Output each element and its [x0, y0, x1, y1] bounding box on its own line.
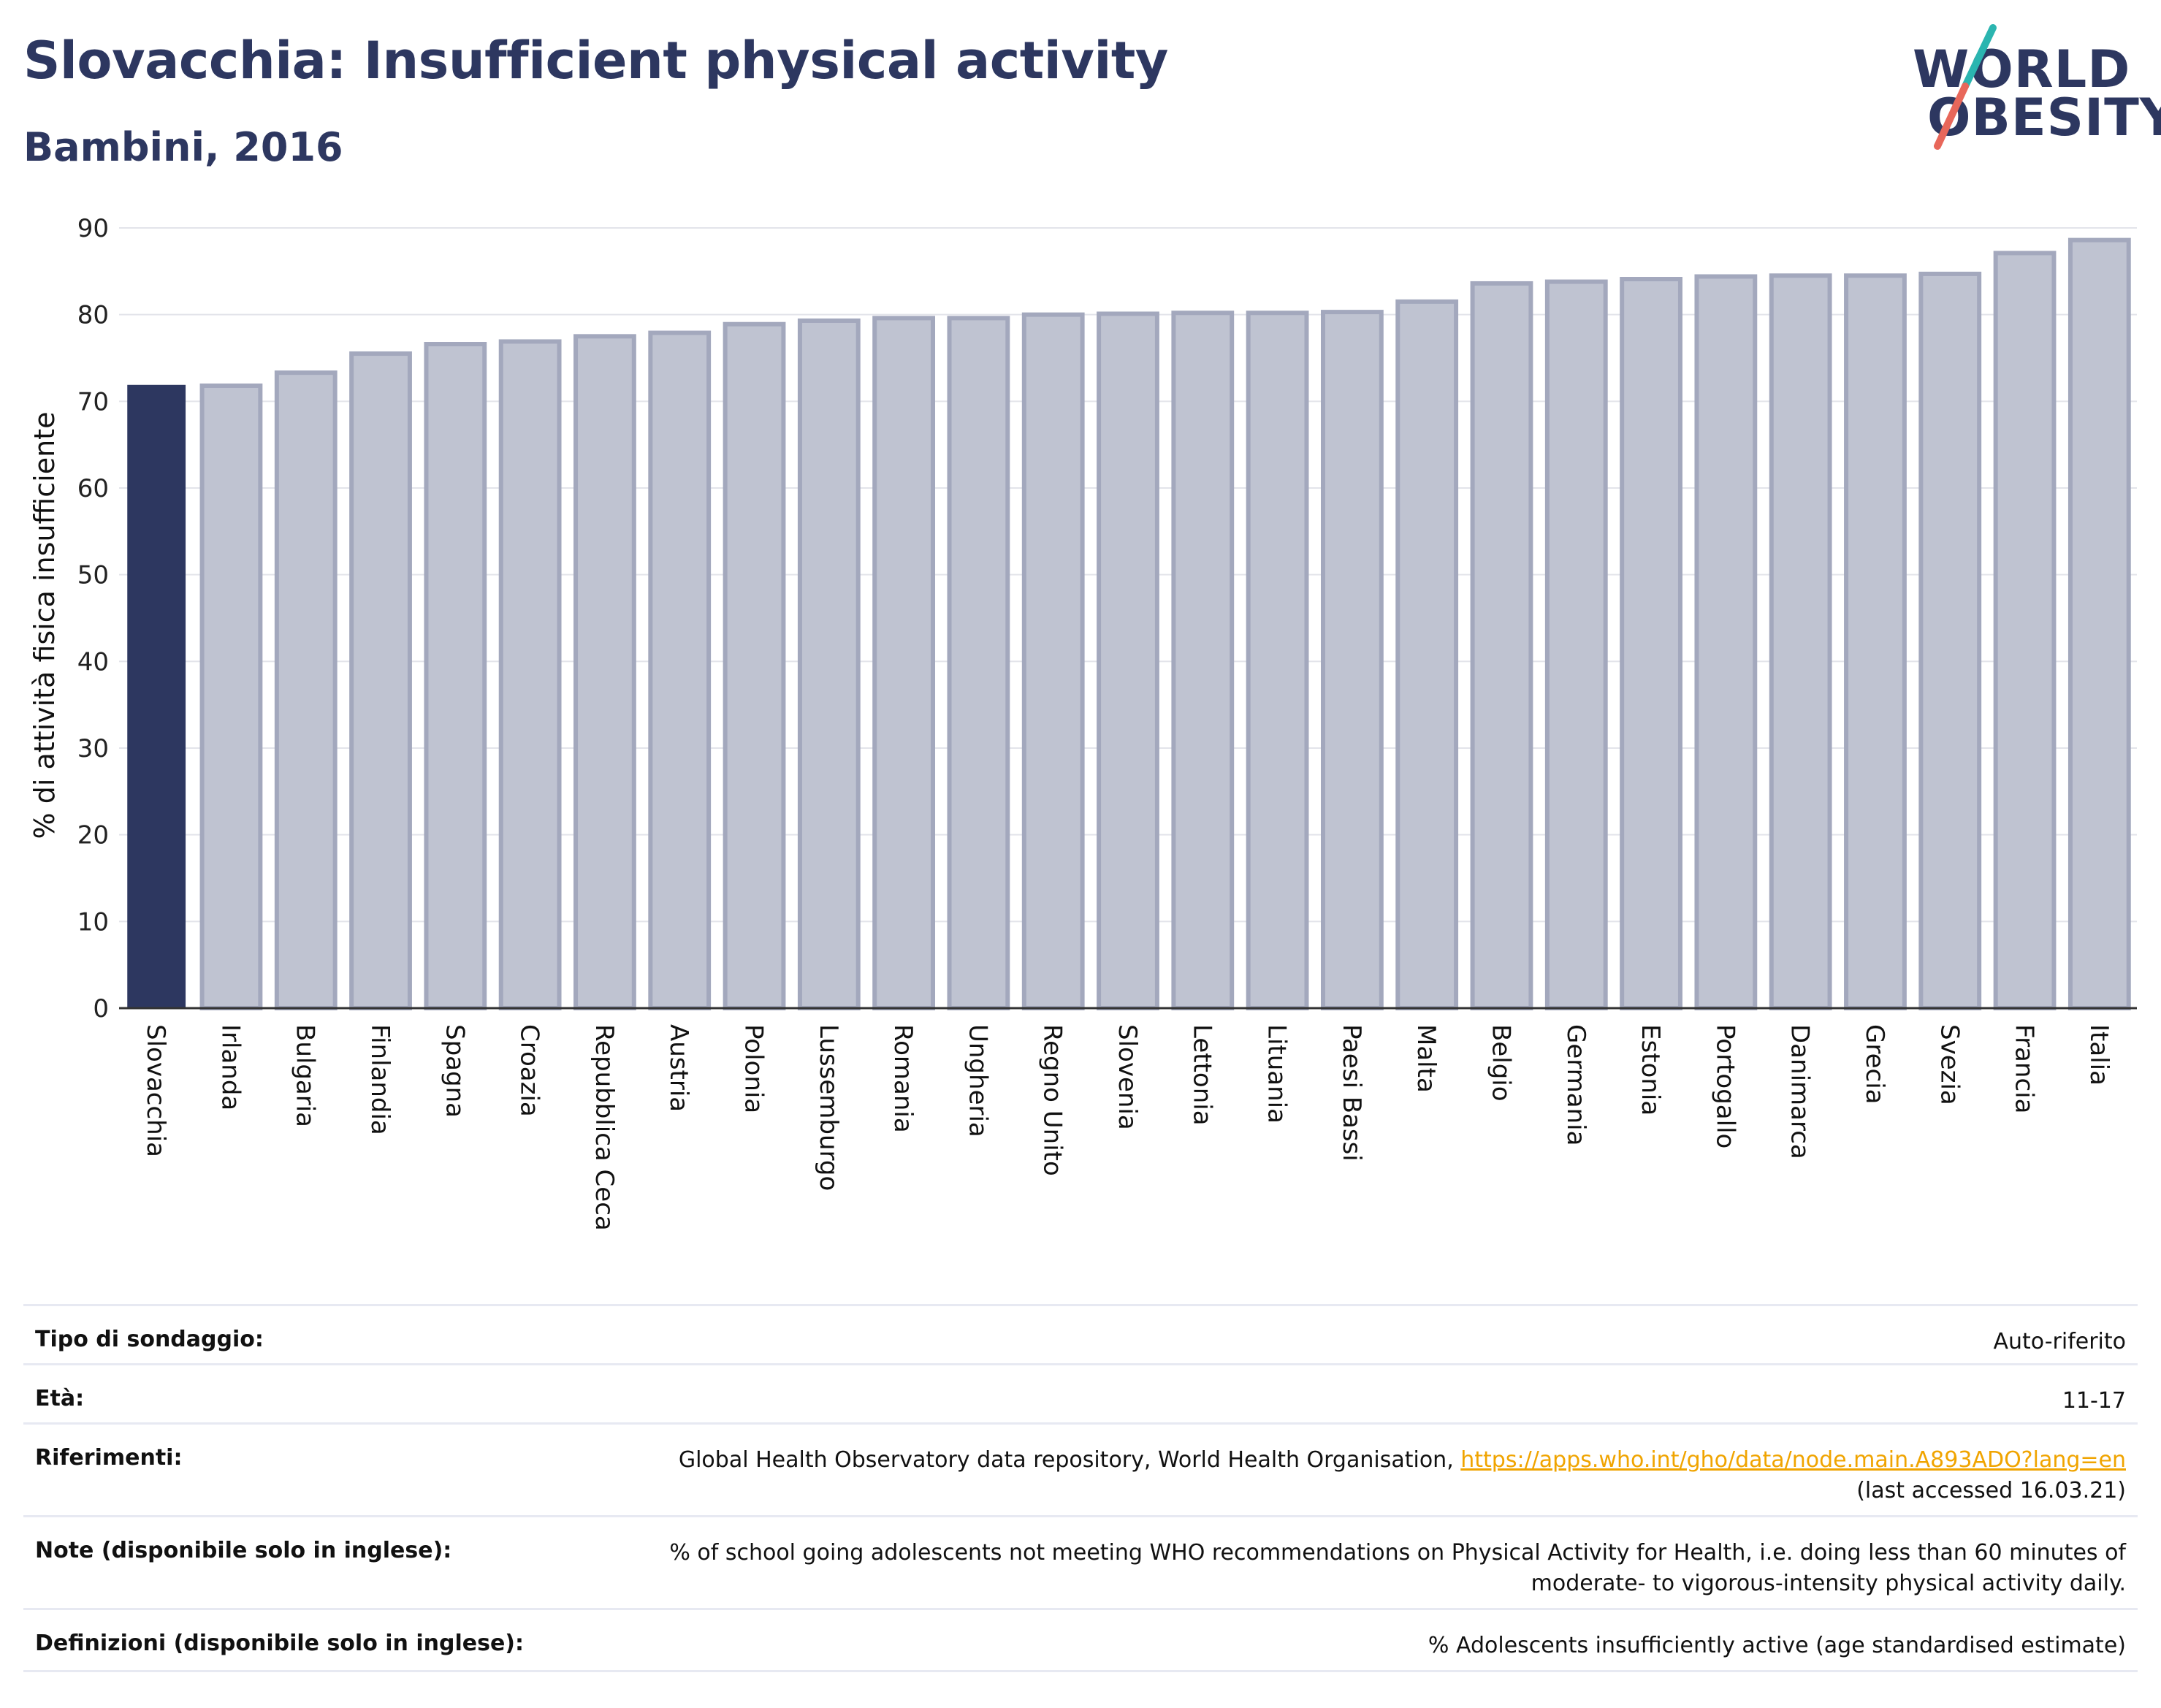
age-value: 11-17	[2062, 1388, 2126, 1414]
x-tick-label: Polonia	[739, 1024, 769, 1113]
y-axis-title: % di attività fisica insufficiente	[28, 412, 61, 839]
info-row-age: Età: 11-17	[23, 1363, 2138, 1422]
references-accessed: (last accessed 16.03.21)	[1856, 1478, 2126, 1503]
info-row-notes: Note (disponibile solo in inglese): % of…	[23, 1515, 2138, 1608]
y-tick-label: 0	[93, 994, 109, 1023]
bar	[1769, 273, 1832, 1011]
y-tick-label: 80	[77, 301, 109, 330]
bar	[2067, 237, 2131, 1011]
y-tick-label: 40	[77, 647, 109, 676]
bar	[1470, 281, 1533, 1011]
bar	[349, 351, 412, 1011]
world-obesity-logo[interactable]: WORLD OBESITY	[1899, 22, 2161, 153]
notes-line-1: % of school going adolescents not meetin…	[669, 1540, 2126, 1566]
y-tick-label: 10	[77, 907, 109, 937]
x-tick-label: Slovacchia	[141, 1024, 170, 1157]
bar	[648, 330, 712, 1010]
x-tick-label: Grecia	[1860, 1024, 1889, 1104]
page-title: Slovacchia: Insufficient physical activi…	[23, 31, 1168, 91]
bar	[1097, 311, 1159, 1011]
bar	[424, 342, 487, 1011]
x-tick-label: Finlandia	[365, 1024, 395, 1135]
x-tick-label: Croazia	[515, 1024, 544, 1117]
y-tick-label: 30	[77, 734, 109, 763]
references-link[interactable]: https://apps.who.int/gho/data/node.main.…	[1460, 1447, 2126, 1473]
x-tick-label: Irlanda	[216, 1024, 245, 1110]
definitions-label: Definizioni (disponibile solo in inglese…	[35, 1631, 524, 1656]
info-row-references: Riferimenti: Global Health Observatory d…	[23, 1422, 2138, 1515]
y-tick-label: 90	[77, 214, 109, 243]
bar	[1246, 310, 1309, 1010]
y-tick-label: 50	[77, 561, 109, 590]
survey-type-label: Tipo di sondaggio:	[35, 1327, 264, 1352]
x-tick-label: Portogallo	[1710, 1024, 1739, 1148]
bar	[947, 316, 1010, 1010]
x-tick-label: Repubblica Ceca	[590, 1024, 619, 1231]
x-tick-label: Francia	[2010, 1024, 2039, 1113]
definitions-value: % Adolescents insufficiently active (age…	[1428, 1633, 2126, 1658]
notes-line-2: moderate- to vigorous-intensity physical…	[1531, 1571, 2126, 1596]
bar	[498, 339, 562, 1011]
bar	[1021, 312, 1085, 1010]
x-tick-label: Estonia	[1636, 1024, 1665, 1116]
x-tick-label: Lituania	[1262, 1024, 1292, 1124]
bar	[1620, 277, 1682, 1011]
x-tick-label: Lussemburgo	[814, 1024, 843, 1191]
bar-chart: 0 10 20 30 40 50 60 70 80 90 Slovacchia Irlanda Bulg…	[28, 214, 2137, 1231]
bar	[723, 321, 786, 1011]
bar	[872, 316, 936, 1010]
bar	[1918, 271, 1982, 1011]
logo-line-1: WORLD	[1913, 39, 2131, 99]
x-tick-label: Danimarca	[1785, 1024, 1815, 1159]
bar	[1993, 251, 2057, 1010]
info-row-survey: Tipo di sondaggio: Auto-riferito	[23, 1304, 2138, 1363]
y-tick-label: 70	[77, 387, 109, 416]
x-tick-label: Svezia	[1935, 1024, 1964, 1105]
y-tick-label: 20	[77, 821, 109, 850]
bar	[573, 334, 636, 1011]
bar	[1171, 310, 1235, 1010]
bar	[797, 318, 861, 1010]
bar	[1544, 279, 1608, 1011]
x-tick-label: Slovenia	[1113, 1024, 1142, 1130]
bar	[1694, 274, 1758, 1011]
logo-line-2: OBESITY	[1927, 88, 2161, 148]
y-tick-label: 60	[77, 474, 109, 503]
bar	[199, 383, 263, 1010]
info-row-definitions: Definizioni (disponibile solo in inglese…	[23, 1608, 2138, 1672]
x-tick-label: Romania	[888, 1024, 918, 1133]
references-value: Global Health Observatory data repositor…	[628, 1445, 2126, 1506]
bar	[1395, 299, 1459, 1011]
bar	[127, 384, 186, 1008]
notes-value: % of school going adolescents not meetin…	[628, 1538, 2126, 1599]
x-tick-label: Ungheria	[963, 1024, 992, 1137]
references-label: Riferimenti:	[35, 1445, 183, 1471]
x-tick-label: Lettonia	[1187, 1024, 1216, 1126]
bar	[1844, 273, 1907, 1011]
bar	[274, 370, 338, 1010]
x-tick-label: Regno Unito	[1038, 1024, 1067, 1176]
x-tick-label: Austria	[664, 1024, 693, 1112]
age-label: Età:	[35, 1386, 85, 1411]
x-tick-label: Germania	[1561, 1024, 1590, 1145]
x-tick-label: Malta	[1411, 1024, 1441, 1093]
x-tick-label: Italia	[2084, 1024, 2114, 1086]
info-table: Tipo di sondaggio: Auto-riferito Età: 11…	[23, 1304, 2138, 1672]
notes-label: Note (disponibile solo in inglese):	[35, 1538, 452, 1563]
bar	[1320, 310, 1384, 1010]
logo-slash-icon	[1934, 24, 1997, 150]
references-text: Global Health Observatory data repositor…	[678, 1447, 1461, 1473]
survey-type-value: Auto-riferito	[1993, 1329, 2126, 1354]
page-subtitle: Bambini, 2016	[23, 124, 343, 170]
x-tick-label: Belgio	[1486, 1024, 1515, 1102]
x-tick-label: Spagna	[440, 1024, 469, 1118]
x-tick-label: Paesi Bassi	[1337, 1024, 1366, 1162]
x-tick-label: Bulgaria	[291, 1024, 320, 1127]
